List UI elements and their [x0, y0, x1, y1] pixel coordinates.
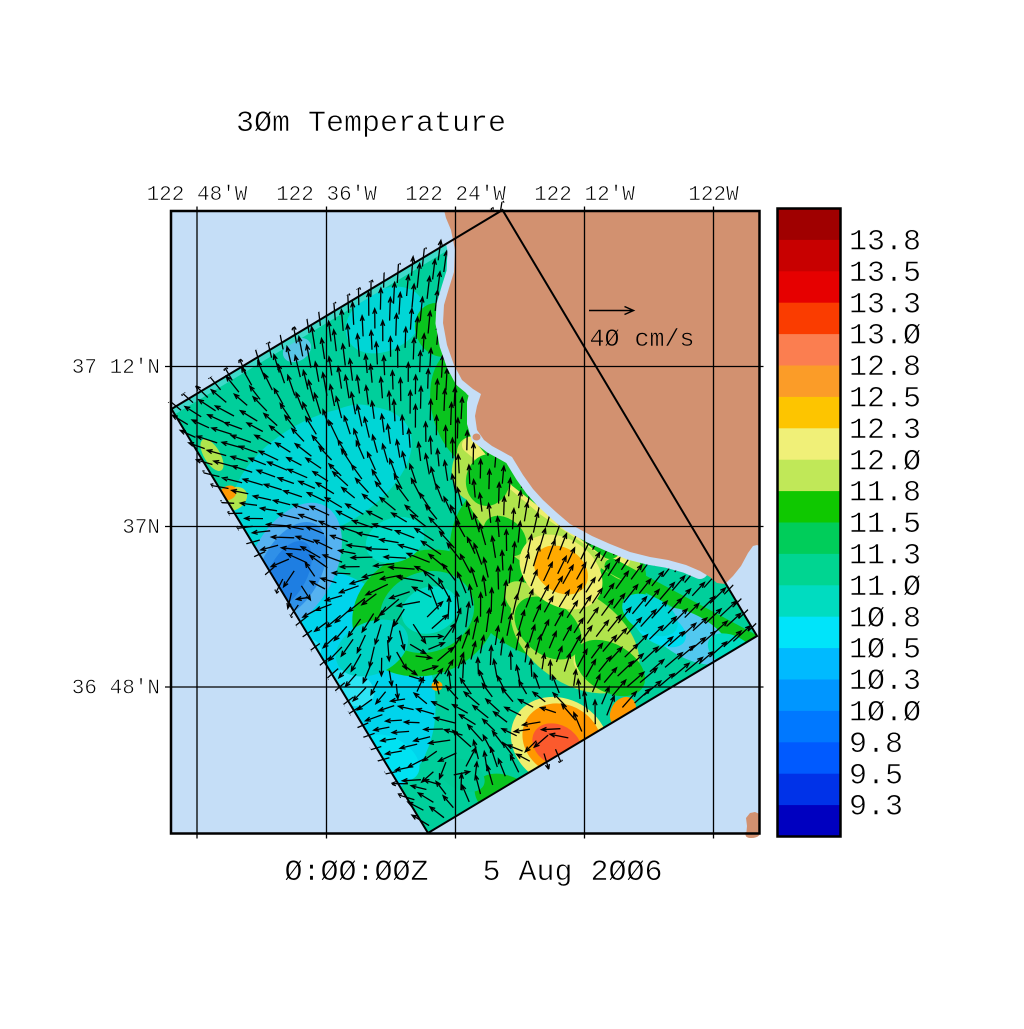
- svg-text:122 48'W: 122 48'W: [147, 184, 248, 207]
- svg-text:36 48'N: 36 48'N: [72, 678, 160, 701]
- svg-text:11.5: 11.5: [849, 508, 921, 542]
- svg-text:9.5: 9.5: [849, 759, 903, 793]
- svg-text:1Ø.5: 1Ø.5: [849, 634, 921, 668]
- svg-text:37 12'N: 37 12'N: [72, 357, 160, 380]
- svg-text:1Ø.Ø: 1Ø.Ø: [849, 697, 921, 731]
- svg-text:122W: 122W: [688, 184, 739, 207]
- svg-text:12.Ø: 12.Ø: [849, 445, 921, 479]
- svg-text:122 12'W: 122 12'W: [534, 184, 635, 207]
- svg-text:11.Ø: 11.Ø: [849, 571, 921, 605]
- svg-text:9.8: 9.8: [849, 728, 903, 762]
- svg-text:13.8: 13.8: [849, 226, 921, 260]
- svg-text:1Ø.8: 1Ø.8: [849, 602, 921, 636]
- svg-text:3Øm Temperature: 3Øm Temperature: [236, 107, 506, 141]
- svg-text:12.5: 12.5: [849, 383, 921, 417]
- svg-text:11.3: 11.3: [849, 540, 921, 574]
- svg-text:13.Ø: 13.Ø: [849, 320, 921, 354]
- svg-text:122 36'W: 122 36'W: [276, 184, 377, 207]
- svg-text:1Ø.3: 1Ø.3: [849, 665, 921, 699]
- svg-text:37N: 37N: [122, 517, 160, 540]
- svg-text:13.3: 13.3: [849, 288, 921, 322]
- svg-text:9.3: 9.3: [849, 791, 903, 825]
- svg-text:11.8: 11.8: [849, 477, 921, 511]
- svg-text:4Ø cm/s: 4Ø cm/s: [590, 325, 695, 354]
- svg-text:12.8: 12.8: [849, 351, 921, 385]
- svg-text:13.5: 13.5: [849, 257, 921, 291]
- svg-text:12.3: 12.3: [849, 414, 921, 448]
- svg-text:Ø:ØØ:ØØZ 5 Aug 2ØØ6: Ø:ØØ:ØØZ 5 Aug 2ØØ6: [285, 856, 663, 890]
- svg-text:122 24'W: 122 24'W: [405, 184, 506, 207]
